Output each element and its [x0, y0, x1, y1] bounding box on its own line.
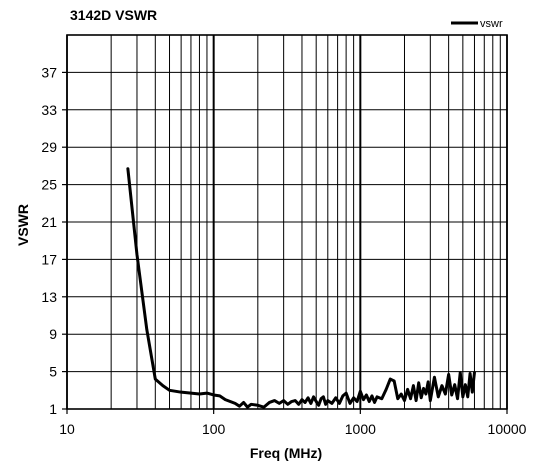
x-tick-label: 10000	[488, 421, 527, 437]
legend: vswr	[451, 18, 503, 30]
grid-layer	[66, 34, 508, 410]
series-layer	[126, 167, 476, 409]
x-tick-label: 10	[59, 421, 75, 437]
y-tick-label: 1	[49, 401, 57, 417]
y-tick-label: 37	[41, 64, 57, 80]
chart-title: 3142D VSWR	[70, 7, 157, 23]
y-tick-label: 13	[41, 289, 57, 305]
series-line-vswr	[126, 167, 476, 409]
y-axis-title: VSWR	[15, 204, 31, 246]
x-axis-title: Freq (MHz)	[250, 445, 322, 461]
y-tick-label: 17	[41, 251, 57, 267]
y-tick-label: 5	[49, 364, 57, 380]
tick-layer: 10 100 1000 10000 1 5 9 13 17 21 25 29 33 37	[41, 64, 526, 437]
y-tick-label: 9	[49, 326, 57, 342]
x-tick-label: 100	[202, 421, 226, 437]
x-tick-label: 1000	[345, 421, 376, 437]
y-tick-label: 25	[41, 177, 57, 193]
y-tick-label: 33	[41, 102, 57, 118]
y-tick-label: 21	[41, 214, 57, 230]
legend-label: vswr	[480, 18, 503, 30]
y-tick-label: 29	[41, 139, 57, 155]
